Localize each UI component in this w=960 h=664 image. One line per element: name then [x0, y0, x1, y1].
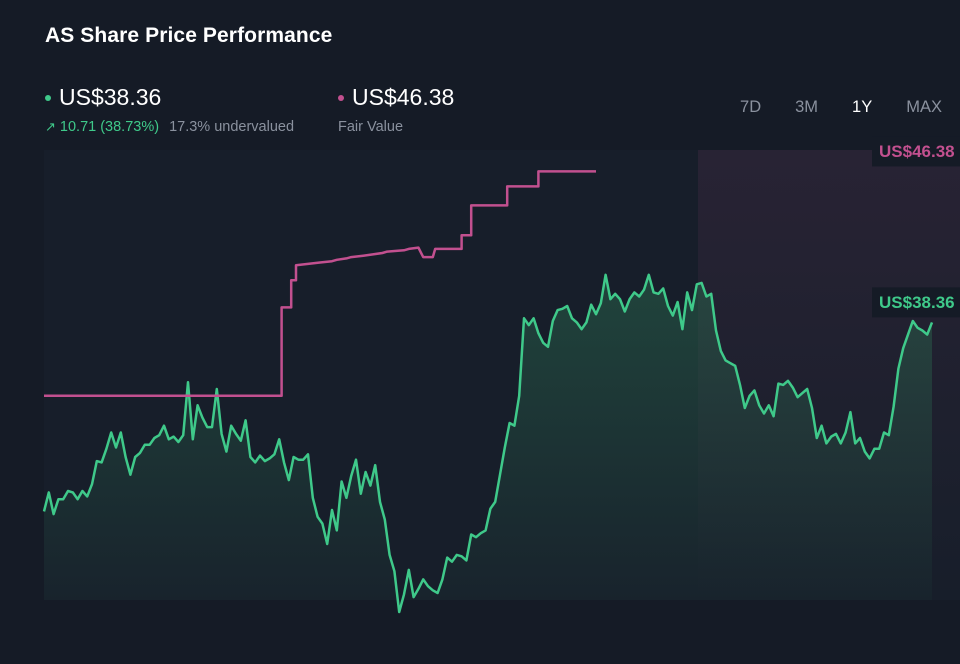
- chart-title: AS Share Price Performance: [45, 24, 333, 47]
- range-tab-3m[interactable]: 3M: [795, 98, 819, 116]
- share-price-dot: [45, 94, 51, 101]
- share-price-end-label-bg: [872, 287, 960, 318]
- share-price-stat: US$38.36 ↗ 10.71 (38.73%) 17.3% underval…: [45, 84, 294, 135]
- range-tab-max[interactable]: MAX: [906, 98, 942, 116]
- fair-value-stat: US$46.38 Fair Value: [338, 84, 454, 135]
- share-price-value: US$38.36: [59, 84, 162, 110]
- fair-value-line: [44, 170, 596, 398]
- fair-value-end-label: US$46.38: [879, 142, 955, 161]
- range-tab-1y[interactable]: 1Y: [852, 98, 873, 116]
- range-selector: 7D 3M 1Y MAX: [706, 98, 942, 117]
- fair-value-dot: [338, 94, 344, 101]
- share-price-end-label: US$38.36: [879, 293, 955, 312]
- fair-value-value: US$46.38: [352, 84, 455, 110]
- share-price-area: [44, 274, 932, 612]
- fair-value-label: Fair Value: [338, 119, 404, 135]
- range-tab-7d[interactable]: 7D: [740, 98, 762, 116]
- arrow-up-right-icon: ↗: [45, 119, 56, 134]
- price-change: ↗ 10.71 (38.73%): [45, 119, 159, 135]
- fair-value-end-label-bg: [872, 136, 960, 167]
- price-change-value: 10.71 (38.73%): [59, 119, 160, 135]
- valuation-status: 17.3% undervalued: [169, 119, 295, 135]
- share-price-line: [42, 273, 934, 614]
